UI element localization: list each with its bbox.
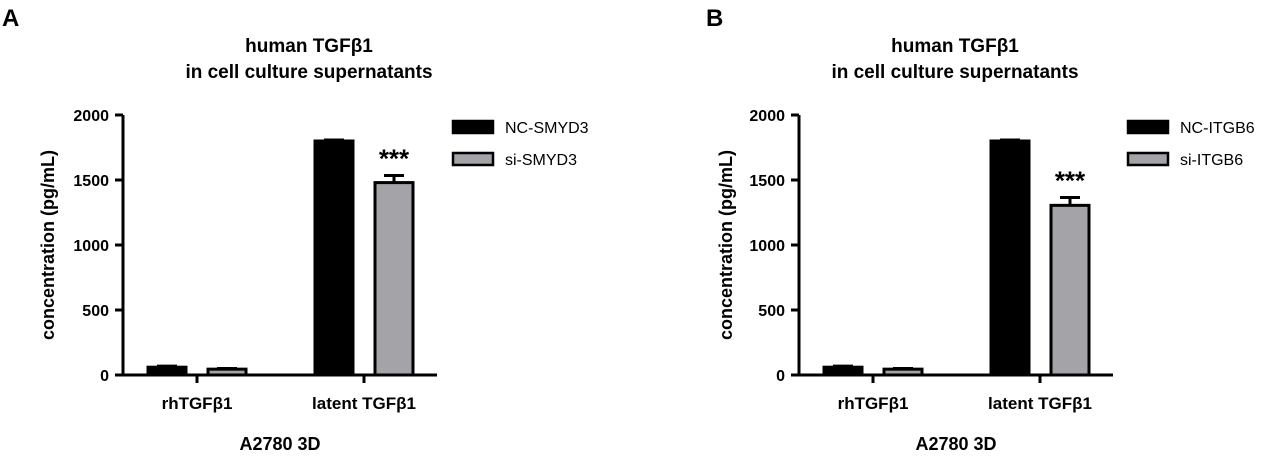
y-axis-label: concentration (pg/mL) xyxy=(38,150,58,340)
legend: NC-SMYD3 si-SMYD3 xyxy=(451,119,589,169)
y-tick-label: 1000 xyxy=(749,238,785,255)
legend-label: si-SMYD3 xyxy=(505,152,577,169)
x-axis-label: A2780 3D xyxy=(915,434,996,452)
significance-label: *** xyxy=(379,143,410,173)
y-tick-label: 2000 xyxy=(749,108,785,125)
x-tick-label: latent TGFβ1 xyxy=(312,394,416,413)
chart-title-line-1: human TGFβ1 xyxy=(891,36,1019,57)
x-tick-label: rhTGFβ1 xyxy=(162,394,233,413)
y-tick-label: 0 xyxy=(776,368,785,385)
y-tick-label: 1000 xyxy=(73,238,109,255)
chart-title-line-2: in cell culture supernatants xyxy=(831,62,1078,83)
bar xyxy=(206,367,248,377)
y-tick-label: 500 xyxy=(82,303,109,320)
y-tick-label: 0 xyxy=(100,368,109,385)
panel-label: B xyxy=(706,5,723,32)
plot-area: 0 500 1000 1500 2000 rhTGFβ1 latent TGFβ1 *** xyxy=(749,108,1113,413)
bar xyxy=(882,367,924,377)
significance-label: *** xyxy=(1055,166,1086,196)
y-axis-label: concentration (pg/mL) xyxy=(716,150,736,340)
chart-title-line-1: human TGFβ1 xyxy=(245,36,373,57)
plot-area: 0 500 1000 1500 2000 rhTGFβ1 latent TGFβ1 *** xyxy=(73,108,437,413)
x-axis-label: A2780 3D xyxy=(239,434,320,452)
y-tick-label: 2000 xyxy=(73,108,109,125)
x-tick-label: latent TGFβ1 xyxy=(988,394,1092,413)
legend: NC-ITGB6 si-ITGB6 xyxy=(1126,119,1255,169)
y-tick-label: 500 xyxy=(758,303,785,320)
legend-label: si-ITGB6 xyxy=(1180,152,1243,169)
panel-a: A human TGFβ1 in cell culture supernatan… xyxy=(2,5,589,454)
bar xyxy=(313,139,355,377)
legend-swatch xyxy=(451,151,495,167)
bar xyxy=(822,365,864,377)
bar xyxy=(989,139,1031,377)
y-tick-label: 1500 xyxy=(749,173,785,190)
chart-title-line-2: in cell culture supernatants xyxy=(185,62,432,83)
legend-swatch xyxy=(451,119,495,135)
bar xyxy=(146,365,188,377)
legend-label: NC-ITGB6 xyxy=(1180,120,1255,137)
bar xyxy=(373,181,415,377)
x-tick-label: rhTGFβ1 xyxy=(838,394,909,413)
panel-label: A xyxy=(2,5,19,32)
legend-label: NC-SMYD3 xyxy=(505,120,589,137)
bar xyxy=(1049,203,1091,377)
legend-swatch xyxy=(1126,119,1170,135)
panel-b: B human TGFβ1 in cell culture supernatan… xyxy=(706,5,1255,454)
y-tick-label: 1500 xyxy=(73,173,109,190)
legend-swatch xyxy=(1126,151,1170,167)
